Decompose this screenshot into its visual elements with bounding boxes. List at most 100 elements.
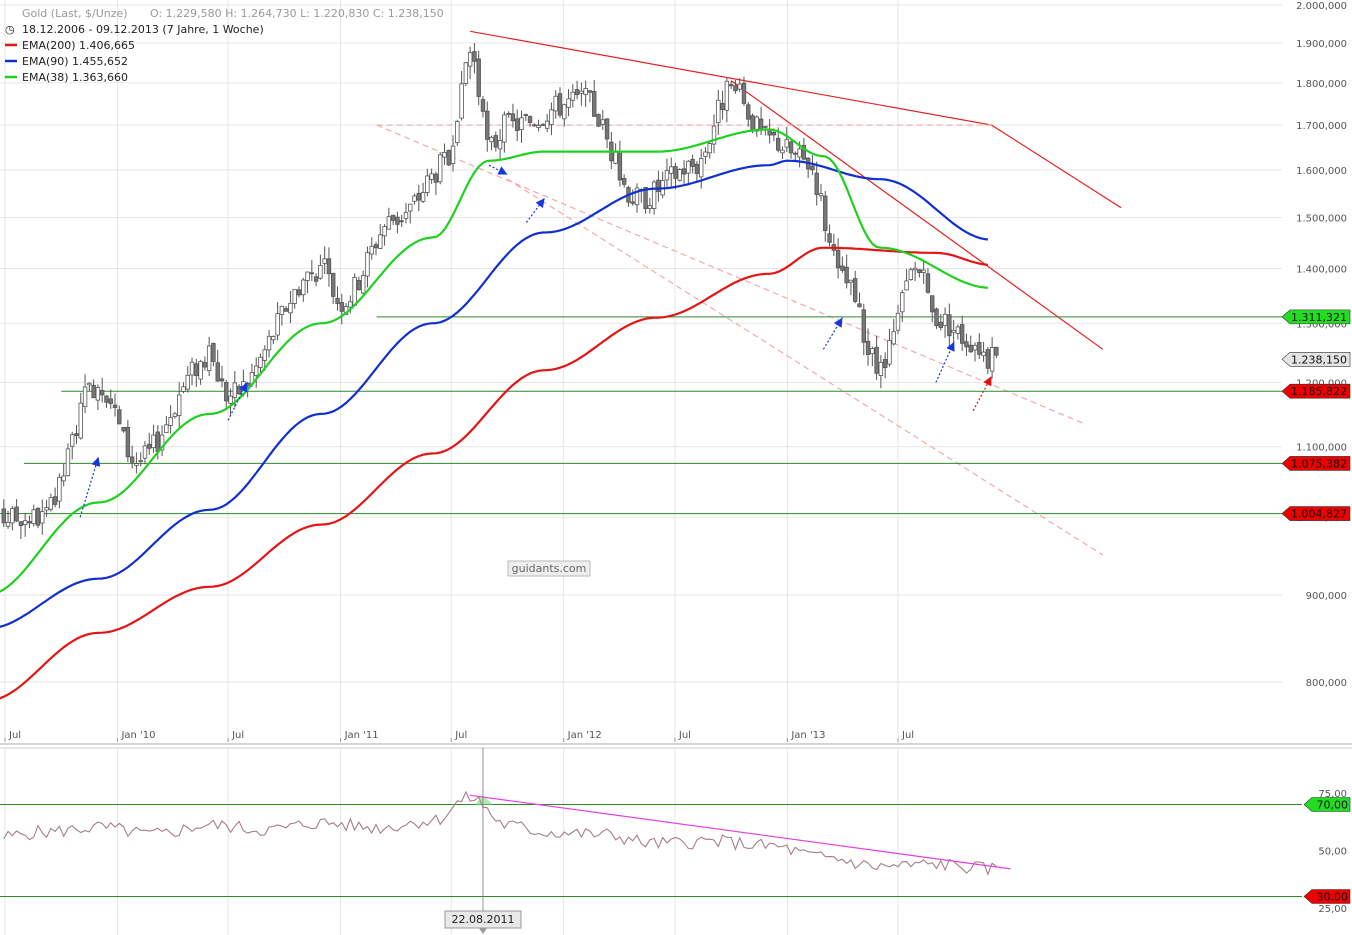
candle-body bbox=[878, 361, 884, 376]
candle-body bbox=[369, 245, 374, 255]
candle-body bbox=[985, 349, 991, 369]
candle-body bbox=[793, 152, 798, 155]
main-plot-bg bbox=[0, 0, 1352, 742]
candle-body bbox=[523, 114, 528, 116]
red-arrow-head bbox=[983, 376, 992, 387]
candle-body bbox=[921, 269, 926, 273]
rsi-overbought-fill bbox=[474, 795, 493, 805]
candle-body bbox=[472, 51, 477, 62]
candle-body bbox=[716, 99, 721, 123]
candle-body bbox=[703, 151, 708, 157]
candle-body bbox=[275, 313, 280, 336]
candle-body bbox=[853, 278, 858, 302]
candle-body bbox=[510, 113, 516, 122]
candle-body bbox=[1, 508, 6, 524]
watermark: guidants.com bbox=[507, 560, 591, 577]
rsi-level-tag-text: 70,00 bbox=[1317, 799, 1349, 812]
candle-body bbox=[801, 145, 807, 160]
rsi-trendline bbox=[470, 794, 1011, 870]
candle-body bbox=[232, 382, 238, 398]
candles bbox=[1, 43, 999, 540]
current-price-tag-text: 1.238,150 bbox=[1291, 353, 1347, 366]
candle-body bbox=[707, 143, 712, 154]
candle-body bbox=[814, 172, 819, 195]
candle-body bbox=[386, 216, 392, 230]
candle-body bbox=[827, 233, 832, 243]
candle-body bbox=[254, 365, 259, 376]
candle-body bbox=[630, 201, 635, 204]
candle-body bbox=[82, 386, 88, 407]
y-tick-label: 2.000,000 bbox=[1296, 1, 1347, 12]
ema38-line bbox=[0, 128, 989, 593]
candle-body bbox=[52, 496, 58, 505]
legend-items: EMA(200) 1.406,665 EMA(90) 1.455,652 EMA(3… bbox=[5, 39, 135, 84]
y-tick-label: 1.800,000 bbox=[1296, 79, 1347, 90]
candle-body bbox=[720, 102, 725, 111]
candle-body bbox=[99, 389, 105, 396]
candle-body bbox=[493, 135, 499, 148]
candle-body bbox=[604, 118, 610, 140]
blue-arrow-head bbox=[946, 341, 955, 352]
candle-body bbox=[698, 158, 704, 178]
rsi-panel: 75,00 50,00 25,00 22.08.2011 bbox=[0, 748, 1347, 934]
x-tick-label: Jan '13 bbox=[790, 730, 825, 741]
candle-body bbox=[211, 342, 216, 362]
candle-body bbox=[283, 308, 289, 312]
candle-body bbox=[129, 456, 135, 463]
candle-body bbox=[681, 168, 687, 175]
x-tick-label: Jan '12 bbox=[567, 730, 602, 741]
candle-body bbox=[930, 295, 935, 313]
candle-body bbox=[938, 321, 943, 328]
candle-body bbox=[724, 80, 730, 111]
candle-body bbox=[219, 378, 225, 382]
candle-body bbox=[788, 141, 794, 154]
candle-body bbox=[142, 445, 148, 459]
candle-body bbox=[617, 151, 623, 181]
candle-body bbox=[437, 154, 443, 183]
candle-body bbox=[771, 131, 777, 136]
candle-body bbox=[968, 344, 973, 353]
candle-body bbox=[823, 195, 828, 232]
candle-body bbox=[117, 409, 122, 425]
candle-body bbox=[728, 84, 734, 87]
candle-body bbox=[292, 288, 297, 304]
rsi-y-tick-label: 50,00 bbox=[1318, 847, 1347, 858]
y-tick-label: 1.300,000 bbox=[1296, 319, 1347, 330]
candle-body bbox=[775, 137, 781, 151]
level-tag-text: 1.004,827 bbox=[1291, 508, 1347, 521]
candle-body bbox=[236, 385, 242, 395]
current-price-tag-shape bbox=[1281, 351, 1351, 367]
candle-body bbox=[959, 324, 965, 344]
candle-body bbox=[134, 463, 139, 466]
chart-header: Gold (Last, $/Unze) O: 1.229,580 H: 1.26… bbox=[5, 7, 444, 84]
candle-body bbox=[420, 192, 426, 202]
candle-body bbox=[108, 398, 113, 404]
y-tick-label: 1.100,000 bbox=[1296, 443, 1347, 454]
candle-body bbox=[621, 177, 627, 185]
candle-body bbox=[566, 98, 571, 108]
candle-body bbox=[360, 274, 366, 294]
candle-body bbox=[557, 93, 563, 116]
candle-body bbox=[711, 125, 717, 145]
candle-body bbox=[228, 395, 233, 404]
candle-body bbox=[155, 431, 161, 452]
candle-body bbox=[733, 85, 738, 92]
candle-body bbox=[168, 417, 173, 426]
candle-body bbox=[553, 95, 558, 112]
candle-body bbox=[912, 267, 918, 271]
candle-body bbox=[172, 413, 178, 417]
candle-body bbox=[215, 362, 220, 382]
candle-body bbox=[840, 265, 845, 271]
candle-body bbox=[891, 331, 896, 345]
candle-body bbox=[455, 121, 460, 144]
candle-body bbox=[540, 124, 546, 126]
candle-body bbox=[395, 216, 400, 225]
candle-body bbox=[408, 203, 413, 212]
price-tags: 1.311,321 1.185,822 1.075,382 1.004,827 1.23… bbox=[1281, 309, 1351, 904]
candle-body bbox=[339, 302, 344, 312]
y-tick-label: 800,000 bbox=[1306, 678, 1347, 689]
level-tag-shape bbox=[1281, 506, 1351, 521]
level-tag-text: 1.075,382 bbox=[1291, 457, 1347, 470]
candle-body bbox=[138, 460, 143, 463]
candle-body bbox=[613, 150, 618, 164]
